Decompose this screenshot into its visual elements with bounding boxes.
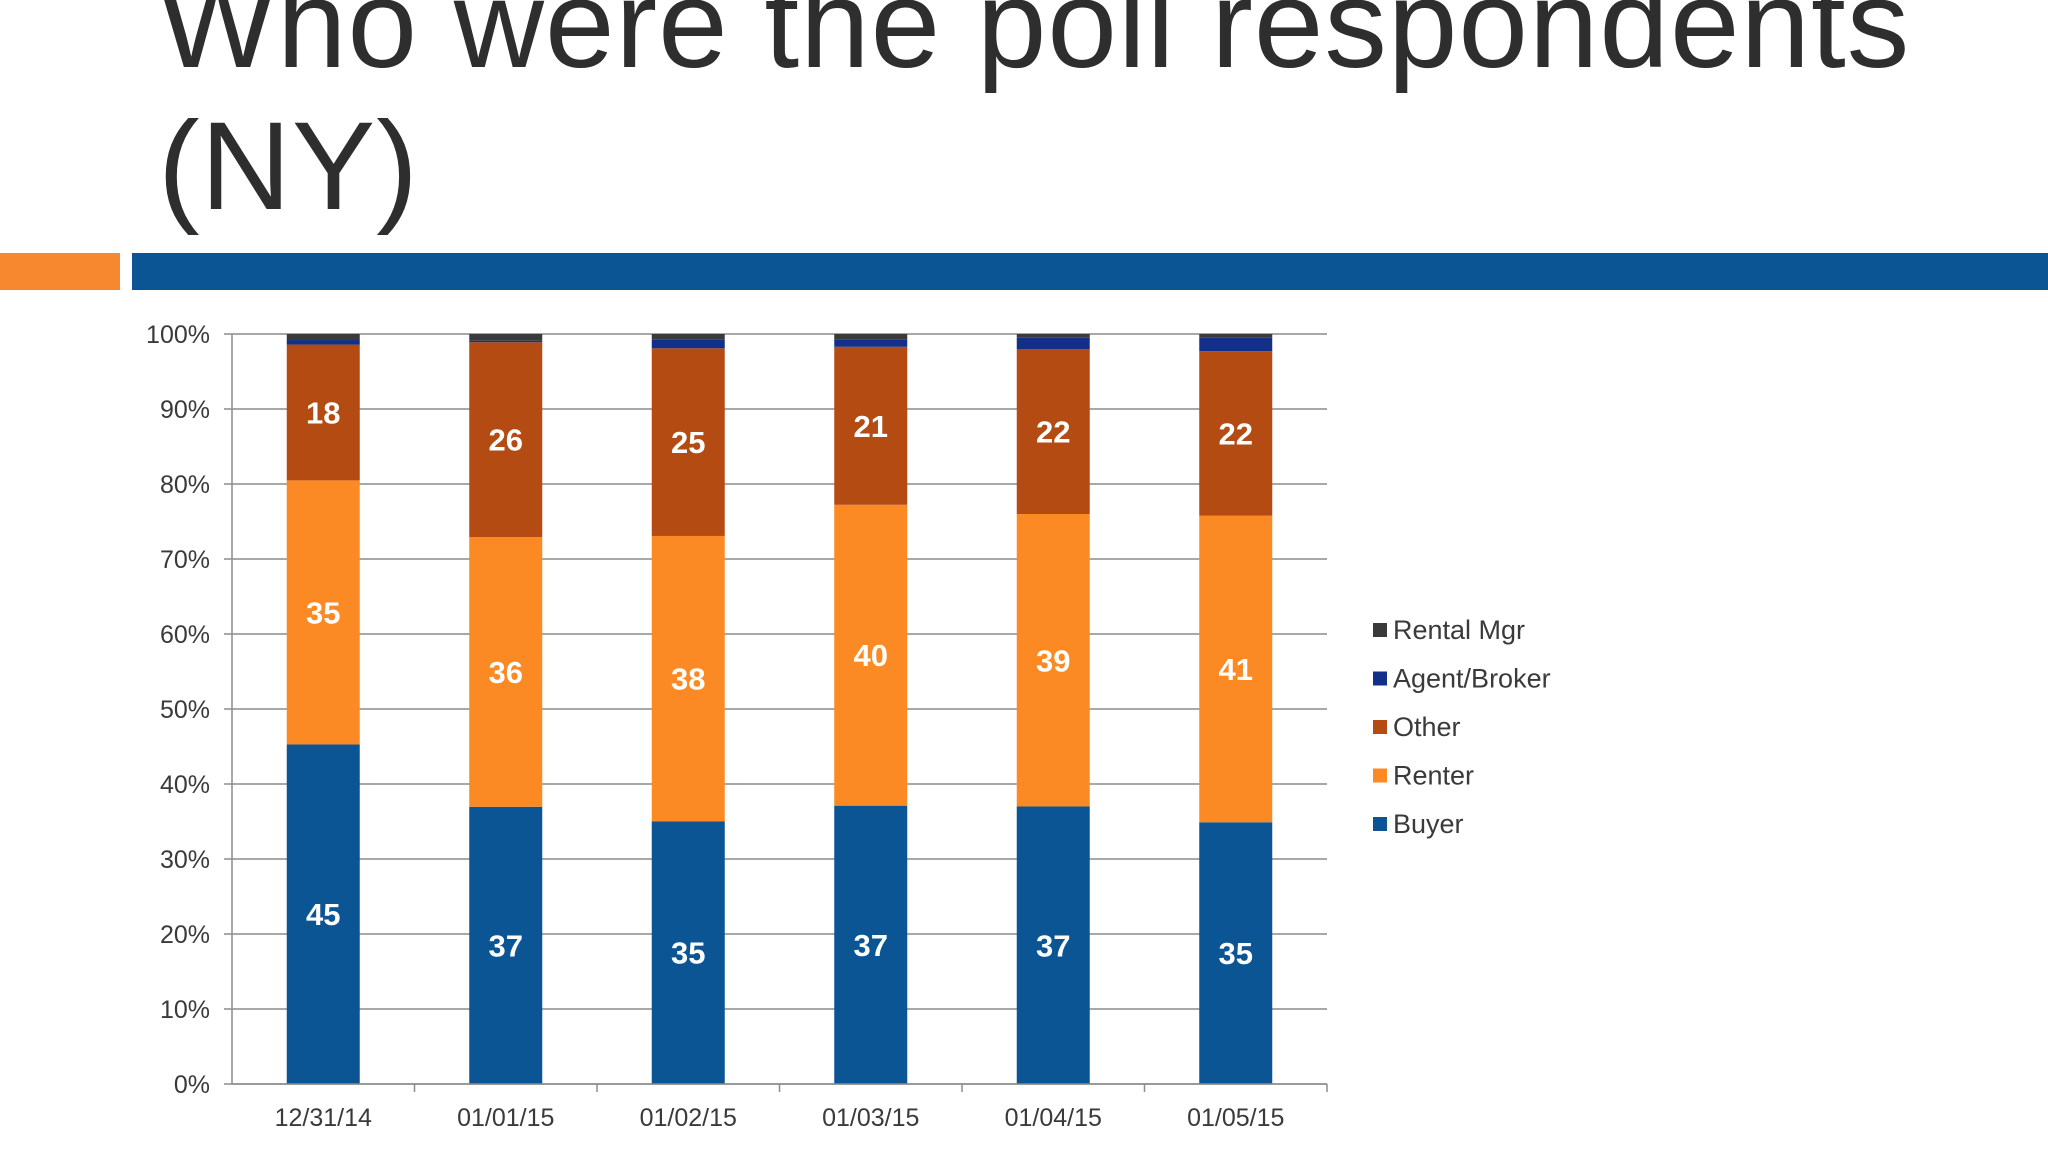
bar-segment-other <box>834 346 908 505</box>
data-label: 37 <box>489 928 523 963</box>
y-tick-label: 50% <box>160 696 210 724</box>
x-tick-label: 01/05/15 <box>1187 1104 1284 1132</box>
y-tick-label: 60% <box>160 621 210 649</box>
bar-segment-rental-mgr <box>1016 334 1090 338</box>
bar-segment-agent-broker <box>286 340 360 345</box>
slide-title-line2: (NY) <box>158 97 419 236</box>
y-tick-label: 90% <box>160 396 210 424</box>
accent-bar-orange <box>0 253 120 290</box>
data-label: 18 <box>306 395 340 430</box>
y-tick-label: 10% <box>160 996 210 1024</box>
data-label: 41 <box>1219 652 1253 687</box>
data-label: 22 <box>1036 415 1070 450</box>
data-label: 25 <box>671 425 705 460</box>
bar-segment-buyer <box>1016 806 1090 1084</box>
data-label: 37 <box>1036 928 1070 963</box>
data-label: 45 <box>306 897 340 932</box>
bar-segment-renter <box>1016 514 1090 807</box>
data-label: 35 <box>306 595 340 630</box>
bar-segment-rental-mgr <box>834 334 908 340</box>
bar-segment-agent-broker <box>1199 337 1273 352</box>
accent-bar-blue <box>132 253 2048 290</box>
data-label: 22 <box>1219 416 1253 451</box>
data-label: 26 <box>489 423 523 458</box>
bars <box>286 334 1273 1084</box>
bar-segment-buyer <box>286 744 360 1084</box>
legend-swatch <box>1373 623 1387 637</box>
y-tick-label: 30% <box>160 846 210 874</box>
legend-label: Buyer <box>1393 809 1464 839</box>
y-tick-label: 70% <box>160 546 210 574</box>
x-tick-label: 01/03/15 <box>822 1104 919 1132</box>
bar-segment-renter <box>286 480 360 745</box>
slide-title-line1: Who were the poll respondents <box>158 0 1911 94</box>
slide-title: Who were the poll respondents (NY) <box>158 0 1910 238</box>
bar-segment-renter <box>651 535 725 822</box>
data-label: 37 <box>854 928 888 963</box>
x-tick-label: 01/02/15 <box>640 1104 737 1132</box>
legend-label: Renter <box>1393 761 1474 791</box>
bar-segment-agent-broker <box>651 339 725 349</box>
bar-segment-other <box>1016 349 1090 514</box>
x-tick-label: 12/31/14 <box>275 1104 372 1132</box>
bar-segment-buyer <box>1199 822 1273 1084</box>
y-tick-label: 0% <box>174 1071 210 1099</box>
legend: Rental Mgr Agent/Broker Other Renter Buyer <box>1373 615 1551 839</box>
data-label: 40 <box>854 638 888 673</box>
legend-label: Agent/Broker <box>1393 664 1551 694</box>
y-tick-label: 20% <box>160 921 210 949</box>
bar-segment-agent-broker <box>469 340 543 343</box>
bar-segment-rental-mgr <box>1199 334 1273 338</box>
bar-segment-renter <box>1199 515 1273 823</box>
x-tick-label: 01/04/15 <box>1005 1104 1102 1132</box>
bar-segment-buyer <box>469 806 543 1084</box>
bar-segment-rental-mgr <box>469 334 543 341</box>
legend-label: Rental Mgr <box>1393 615 1525 645</box>
bar-segment-renter <box>834 504 908 806</box>
data-label: 36 <box>489 655 523 690</box>
bar-segment-rental-mgr <box>651 334 725 340</box>
y-tick-label: 80% <box>160 471 210 499</box>
bar-segment-buyer <box>834 805 908 1084</box>
bar-segment-buyer <box>651 821 725 1084</box>
y-tick-label: 100% <box>146 321 210 349</box>
bar-segment-other <box>469 342 543 538</box>
data-label: 35 <box>671 936 705 971</box>
bar-segment-other <box>1199 351 1273 516</box>
data-labels: 45 35 18 37 36 26 35 38 25 37 40 21 37 39 22 35 41 22 <box>306 395 1253 971</box>
axes: 0% 10% 20% 30% 40% 50% 60% 70% 80% 90% 100% 12/31/1… <box>146 321 1328 1132</box>
x-tick-label: 01/01/15 <box>457 1104 554 1132</box>
legend-swatch <box>1373 817 1387 831</box>
legend-swatch <box>1373 768 1387 783</box>
bar-segment-agent-broker <box>834 339 908 347</box>
bar-segment-other <box>286 344 360 481</box>
y-tick-label: 40% <box>160 771 210 799</box>
legend-swatch <box>1373 720 1387 734</box>
legend-label: Other <box>1393 712 1461 742</box>
bar-segment-renter <box>469 537 543 807</box>
legend-swatch <box>1373 671 1387 686</box>
bar-segment-rental-mgr <box>286 334 360 341</box>
stacked-bar-chart: 45 35 18 37 36 26 35 38 25 37 40 21 37 39 22 35 41 22 0% 1… <box>146 321 1551 1132</box>
bar-segment-agent-broker <box>1016 337 1090 349</box>
gridlines <box>232 333 1327 1085</box>
data-label: 21 <box>854 409 888 444</box>
data-label: 38 <box>671 662 705 697</box>
bar-segment-other <box>651 348 725 536</box>
data-label: 39 <box>1036 643 1070 678</box>
data-label: 35 <box>1219 936 1253 971</box>
